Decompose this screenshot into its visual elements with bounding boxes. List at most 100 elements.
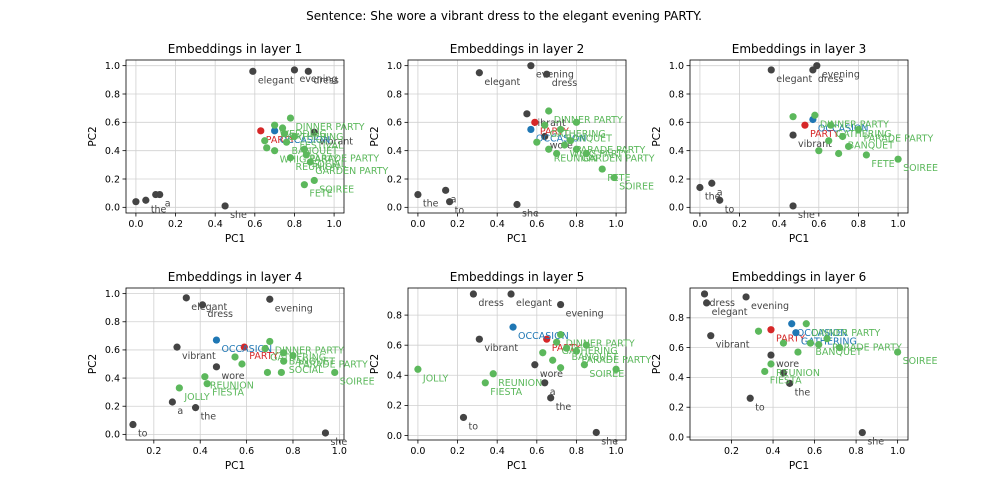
x-tick-label: 0.2 [732,219,747,230]
point-marker [835,344,844,352]
point-label: BANQUET [289,357,336,368]
point-marker [789,131,797,139]
point-label: the [556,402,572,413]
point-marker [742,293,750,301]
point-label: she [522,209,539,220]
point-marker [779,369,788,377]
point-label: REUNION [498,378,542,389]
point-marker [553,338,561,346]
point-marker [541,379,549,387]
x-tick-label: 0.4 [490,446,505,457]
x-tick-label: 0.6 [239,446,254,457]
y-tick-label: 0.0 [387,203,402,214]
point-label: REUNION [210,381,254,392]
point-marker [541,121,549,129]
point-marker [182,294,190,302]
point-marker [531,361,539,369]
point-marker [191,404,200,412]
y-tick-label: 0.4 [105,146,120,157]
point-marker [289,351,297,360]
point-label: GATHERING [801,337,857,348]
point-marker [767,326,775,334]
point-marker [557,364,565,372]
chart-title: Embeddings in layer 6 [732,270,866,284]
point-marker [549,356,557,364]
x-tick-label: 1.0 [609,219,624,230]
point-marker [806,339,815,347]
point-marker [835,149,843,158]
point-marker [280,349,288,357]
y-tick-label: 0.4 [387,371,402,382]
point-marker [545,107,553,115]
point-label: evening [822,70,860,81]
point-label: vibrant [798,139,832,150]
point-label: JOLLY [422,373,449,384]
point-label: she [230,210,247,221]
x-tick-label: 0.4 [490,219,505,230]
point-marker [142,196,150,204]
point-label: FETE [607,173,630,184]
point-marker [475,69,483,77]
point-marker [792,329,800,337]
point-marker [582,341,590,349]
point-label: DINNER PARTY [820,119,889,130]
point-marker [788,320,796,328]
x-tick-label: 0.6 [807,446,822,457]
x-tick-label: 0.8 [851,219,866,230]
point-marker [527,125,535,134]
y-tick-label: 0.2 [387,174,402,185]
point-label: vibrant [182,351,216,362]
point-label: DINNER PARTY [566,339,635,350]
point-label: wore [776,359,799,370]
point-label: FETE [871,159,894,170]
point-marker [331,368,339,377]
point-label: REUNION [554,153,598,164]
point-marker [815,341,823,349]
point-marker [282,138,291,146]
point-marker [560,141,569,149]
point-label: evening [751,301,789,312]
point-marker [707,332,715,340]
point-marker [854,125,863,134]
point-marker [767,360,775,368]
point-label: FESTIVAL [299,141,343,152]
y-tick-label: 0.6 [669,118,684,129]
point-marker [507,290,515,298]
point-label: to [455,206,465,217]
point-marker [198,301,207,309]
point-label: dress [552,78,578,89]
point-marker [263,368,272,377]
point-marker [572,347,581,355]
point-marker [290,66,299,74]
point-label: elegant [484,77,520,88]
y-tick-label: 0.6 [105,345,120,356]
point-marker [304,67,312,75]
y-tick-label: 0.8 [669,313,684,324]
x-tick-label: 0.6 [247,219,262,230]
point-marker [610,173,618,182]
point-marker [531,118,539,126]
point-marker [175,384,183,392]
point-marker [894,348,902,356]
point-label: OCCASION [797,328,848,339]
y-tick-label: 0.8 [105,317,120,328]
chart-title: Embeddings in layer 3 [732,42,866,56]
point-label: SOIREE [903,163,938,174]
point-label: SOIREE [340,376,375,387]
point-marker [442,186,450,194]
point-marker [280,357,288,365]
point-label: GARDEN PARTY [315,166,388,177]
x-axis-label: PC1 [507,233,527,245]
x-tick-label: 0.4 [208,219,223,230]
point-label: a [451,194,457,205]
point-label: to [138,429,148,440]
point-marker [271,127,279,135]
point-marker [263,144,271,152]
point-marker [231,353,239,361]
point-label: a [177,406,183,417]
point-marker [459,413,468,422]
point-label: PARADE PARTY [832,343,902,354]
point-label: the [423,199,439,210]
